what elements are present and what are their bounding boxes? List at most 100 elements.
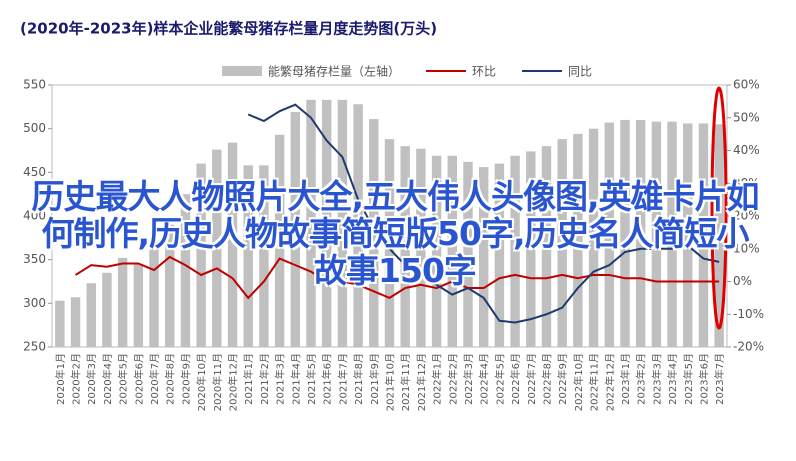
y2-tick-label: -10% bbox=[733, 307, 764, 321]
x-tick-label: 2021年11月 bbox=[399, 353, 412, 411]
bar bbox=[337, 99, 348, 347]
bar bbox=[463, 161, 473, 347]
y-tick-label: 350 bbox=[23, 252, 46, 266]
y2-tick-label: 30% bbox=[733, 176, 760, 190]
bar bbox=[165, 224, 175, 347]
x-tick-label: 2022年2月 bbox=[446, 353, 459, 405]
bar bbox=[431, 155, 442, 347]
y-tick-label: 450 bbox=[23, 165, 46, 179]
y2-tick-label: 60% bbox=[733, 78, 760, 92]
x-tick-label: 2020年8月 bbox=[164, 353, 177, 405]
x-tick-label: 2021年7月 bbox=[336, 353, 349, 405]
highlight-ellipse bbox=[710, 86, 728, 330]
x-tick-label: 2023年5月 bbox=[682, 353, 695, 405]
line bbox=[75, 255, 720, 300]
bar bbox=[86, 283, 96, 347]
x-tick-label: 2021年3月 bbox=[274, 353, 287, 405]
x-tick-label: 2020年12月 bbox=[227, 353, 240, 411]
legend-label: 同比 bbox=[568, 65, 592, 79]
x-tick-label: 2020年6月 bbox=[132, 353, 145, 405]
bar bbox=[620, 119, 630, 347]
x-tick-label: 2023年3月 bbox=[650, 353, 663, 405]
bar bbox=[447, 155, 457, 347]
x-tick-label: 2021年5月 bbox=[305, 353, 318, 405]
legend-label: 环比 bbox=[472, 65, 496, 79]
bar bbox=[478, 167, 489, 347]
bar bbox=[353, 104, 363, 347]
bar bbox=[541, 146, 552, 347]
x-tick-label: 2022年10月 bbox=[572, 353, 585, 411]
x-tick-label: 2020年2月 bbox=[70, 353, 83, 405]
x-tick-label: 2021年10月 bbox=[384, 353, 397, 411]
x-tick-label: 2022年6月 bbox=[509, 353, 522, 405]
x-tick-label: 2020年11月 bbox=[211, 353, 224, 411]
bar bbox=[384, 139, 395, 347]
bar bbox=[133, 264, 144, 347]
y-tick-label: 550 bbox=[23, 78, 46, 92]
legend-swatch bbox=[222, 66, 262, 76]
x-tick-label: 2021年9月 bbox=[368, 353, 381, 405]
x-tick-label: 2020年10月 bbox=[195, 353, 208, 411]
x-tick-label: 2022年5月 bbox=[493, 353, 506, 405]
x-tick-label: 2023年6月 bbox=[697, 353, 710, 405]
y-tick-label: 500 bbox=[23, 121, 46, 135]
bar bbox=[290, 112, 301, 347]
x-tick-label: 2021年6月 bbox=[321, 353, 334, 405]
chart-title: (2020年-2023年)样本企业能繁母猪存栏量月度走势图(万头) bbox=[20, 20, 437, 38]
x-tick-label: 2021年8月 bbox=[352, 353, 365, 405]
x-tick-label: 2022年3月 bbox=[462, 353, 475, 405]
bar bbox=[416, 148, 426, 347]
bar bbox=[714, 124, 724, 347]
x-tick-label: 2023年7月 bbox=[713, 353, 726, 405]
x-tick-label: 2023年1月 bbox=[619, 353, 632, 405]
y-tick-label: 400 bbox=[23, 209, 46, 223]
bar bbox=[196, 163, 206, 347]
bar bbox=[274, 134, 285, 347]
x-tick-label: 2022年9月 bbox=[556, 353, 569, 405]
bar bbox=[400, 146, 410, 347]
line bbox=[247, 103, 720, 324]
x-tick-label: 2021年4月 bbox=[289, 353, 302, 405]
x-tick-label: 2020年1月 bbox=[54, 353, 67, 405]
bar bbox=[588, 128, 599, 347]
bar bbox=[149, 249, 159, 347]
x-tick-label: 2021年12月 bbox=[415, 353, 428, 411]
bar bbox=[369, 119, 379, 347]
x-tick-label: 2023年2月 bbox=[635, 353, 648, 405]
bar bbox=[698, 123, 709, 347]
x-tick-label: 2020年9月 bbox=[179, 353, 192, 405]
x-tick-label: 2023年4月 bbox=[666, 353, 679, 405]
y2-tick-label: 20% bbox=[733, 209, 760, 223]
x-tick-label: 2022年1月 bbox=[431, 353, 444, 405]
bar bbox=[667, 121, 677, 348]
bar bbox=[70, 297, 81, 347]
x-tick-label: 2021年2月 bbox=[258, 353, 271, 405]
y2-tick-label: 0% bbox=[733, 274, 752, 288]
y-tick-label: 300 bbox=[23, 296, 46, 310]
x-tick-label: 2022年7月 bbox=[525, 353, 538, 405]
x-tick-label: 2020年7月 bbox=[148, 353, 161, 405]
bar bbox=[212, 149, 222, 347]
bar bbox=[322, 99, 332, 347]
bar bbox=[573, 133, 583, 347]
x-tick-label: 2020年3月 bbox=[85, 353, 98, 405]
bar bbox=[180, 194, 191, 347]
bar bbox=[526, 151, 536, 347]
x-tick-label: 2022年11月 bbox=[588, 353, 601, 411]
y2-tick-label: 50% bbox=[733, 110, 760, 124]
y2-tick-label: -20% bbox=[733, 340, 764, 354]
y2-tick-label: 10% bbox=[733, 241, 760, 255]
overlay-text: 历史最大人物照片大全,五大伟人头像图,英雄卡片如何制作,历史人物故事简短版50字… bbox=[31, 177, 759, 290]
bar bbox=[557, 139, 567, 347]
bar bbox=[510, 155, 520, 347]
x-tick-label: 2022年12月 bbox=[603, 353, 616, 411]
bar bbox=[651, 121, 662, 348]
bar bbox=[683, 123, 693, 347]
bar bbox=[306, 99, 316, 347]
bar bbox=[604, 122, 614, 347]
bar bbox=[102, 272, 112, 347]
bar bbox=[635, 119, 646, 347]
x-tick-label: 2022年4月 bbox=[478, 353, 491, 405]
